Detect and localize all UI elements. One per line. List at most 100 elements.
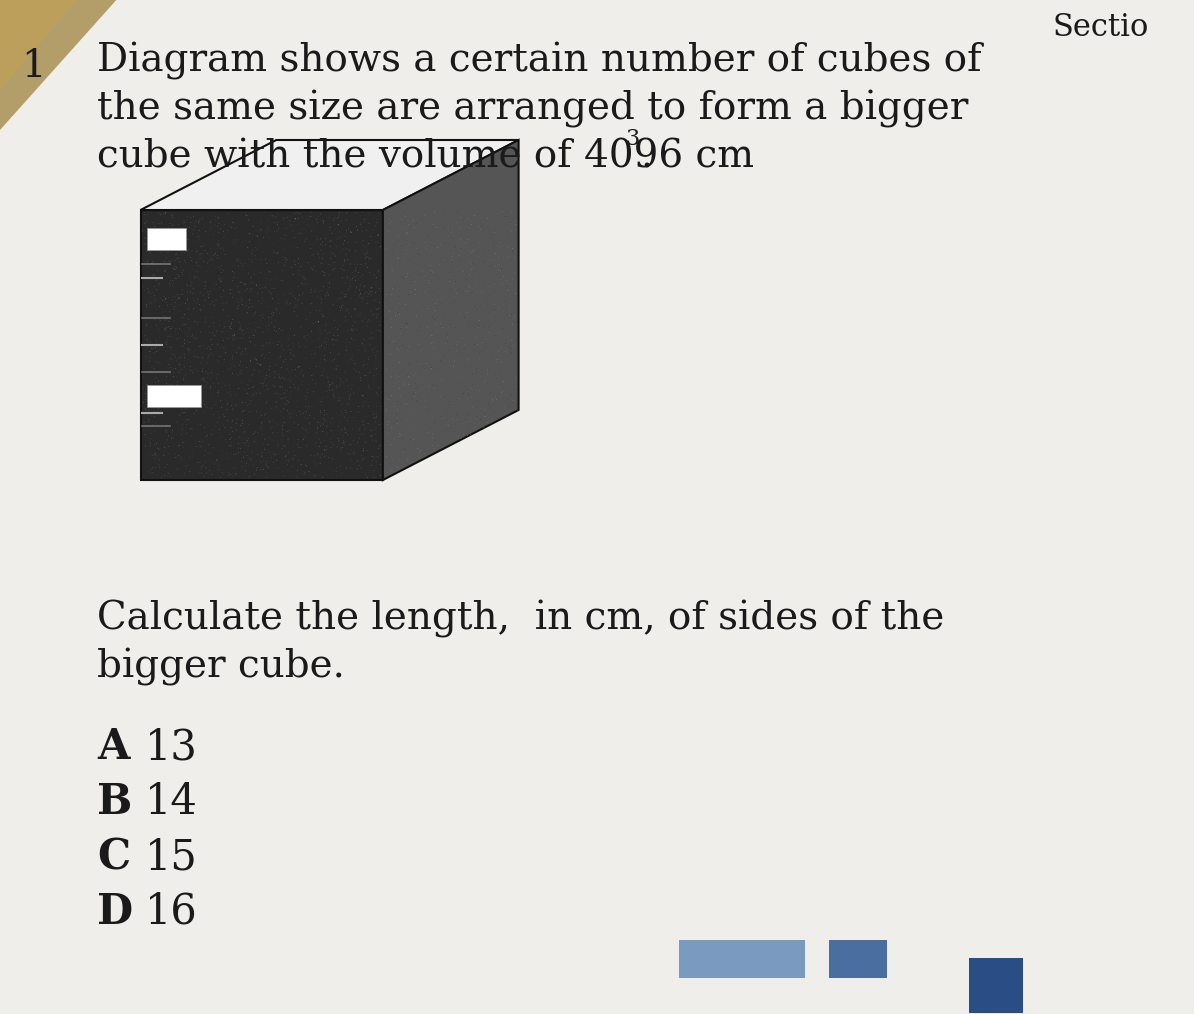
Point (271, 378, 290, 394)
Point (154, 288, 173, 304)
Point (450, 295, 469, 311)
Point (290, 416, 309, 432)
Point (208, 247, 227, 264)
Point (389, 252, 408, 269)
Point (412, 331, 431, 347)
Point (331, 416, 350, 432)
Point (369, 227, 388, 243)
Point (389, 425, 408, 441)
Point (346, 364, 365, 380)
Point (229, 297, 248, 313)
Point (369, 264, 388, 280)
Point (455, 309, 474, 325)
Point (314, 430, 333, 446)
Point (267, 259, 287, 275)
Point (492, 236, 511, 252)
Text: D: D (97, 891, 133, 933)
Point (309, 391, 328, 408)
Point (454, 384, 473, 401)
Point (449, 304, 468, 320)
Point (491, 236, 510, 252)
Point (337, 240, 356, 257)
Point (293, 456, 312, 473)
Point (283, 417, 302, 433)
Point (365, 410, 384, 426)
Point (181, 277, 201, 293)
Point (349, 453, 368, 469)
Point (462, 244, 481, 261)
Point (253, 307, 272, 323)
Point (421, 327, 441, 343)
Point (146, 466, 165, 483)
Point (241, 251, 260, 268)
Point (279, 444, 298, 460)
Point (396, 315, 416, 332)
Point (467, 300, 486, 316)
Point (332, 271, 351, 287)
Point (386, 335, 405, 351)
Point (506, 216, 525, 232)
Point (253, 346, 272, 362)
Point (278, 406, 297, 422)
Point (198, 361, 217, 377)
Point (259, 221, 278, 237)
Point (467, 365, 486, 381)
Point (359, 311, 378, 328)
Point (277, 293, 296, 309)
Point (468, 345, 487, 361)
Point (283, 437, 302, 453)
Point (259, 393, 278, 410)
Point (142, 256, 161, 272)
Point (134, 324, 153, 341)
Point (378, 232, 398, 248)
Point (213, 379, 232, 395)
Point (253, 424, 272, 440)
Point (240, 435, 259, 451)
Point (213, 400, 232, 416)
Point (388, 422, 407, 438)
Point (357, 284, 376, 300)
Point (168, 291, 187, 307)
Point (247, 319, 266, 336)
Point (293, 405, 312, 421)
Point (356, 256, 375, 272)
Point (504, 263, 523, 279)
Point (162, 424, 181, 440)
Point (411, 317, 430, 334)
Point (187, 314, 207, 331)
Point (488, 249, 507, 266)
Point (324, 387, 343, 404)
Point (159, 339, 178, 355)
Point (228, 241, 247, 258)
Point (219, 331, 238, 347)
Point (289, 439, 308, 455)
Point (215, 339, 234, 355)
Point (289, 279, 308, 295)
Point (355, 394, 374, 411)
Point (154, 232, 173, 248)
Point (210, 268, 229, 284)
Point (405, 230, 424, 246)
Point (325, 336, 344, 352)
Point (316, 236, 336, 252)
Point (361, 285, 380, 301)
Point (202, 375, 221, 391)
Point (326, 221, 345, 237)
Point (423, 265, 442, 281)
Point (166, 349, 185, 365)
Point (346, 444, 365, 460)
Point (190, 212, 209, 228)
Point (338, 386, 357, 403)
Point (216, 314, 235, 331)
Point (337, 421, 356, 437)
Point (298, 255, 318, 271)
Point (230, 290, 250, 306)
Point (178, 292, 197, 308)
Point (383, 264, 402, 280)
Point (283, 420, 302, 436)
Point (140, 414, 159, 430)
Point (358, 313, 377, 330)
Point (383, 370, 402, 386)
Point (362, 233, 381, 249)
Point (161, 351, 180, 367)
